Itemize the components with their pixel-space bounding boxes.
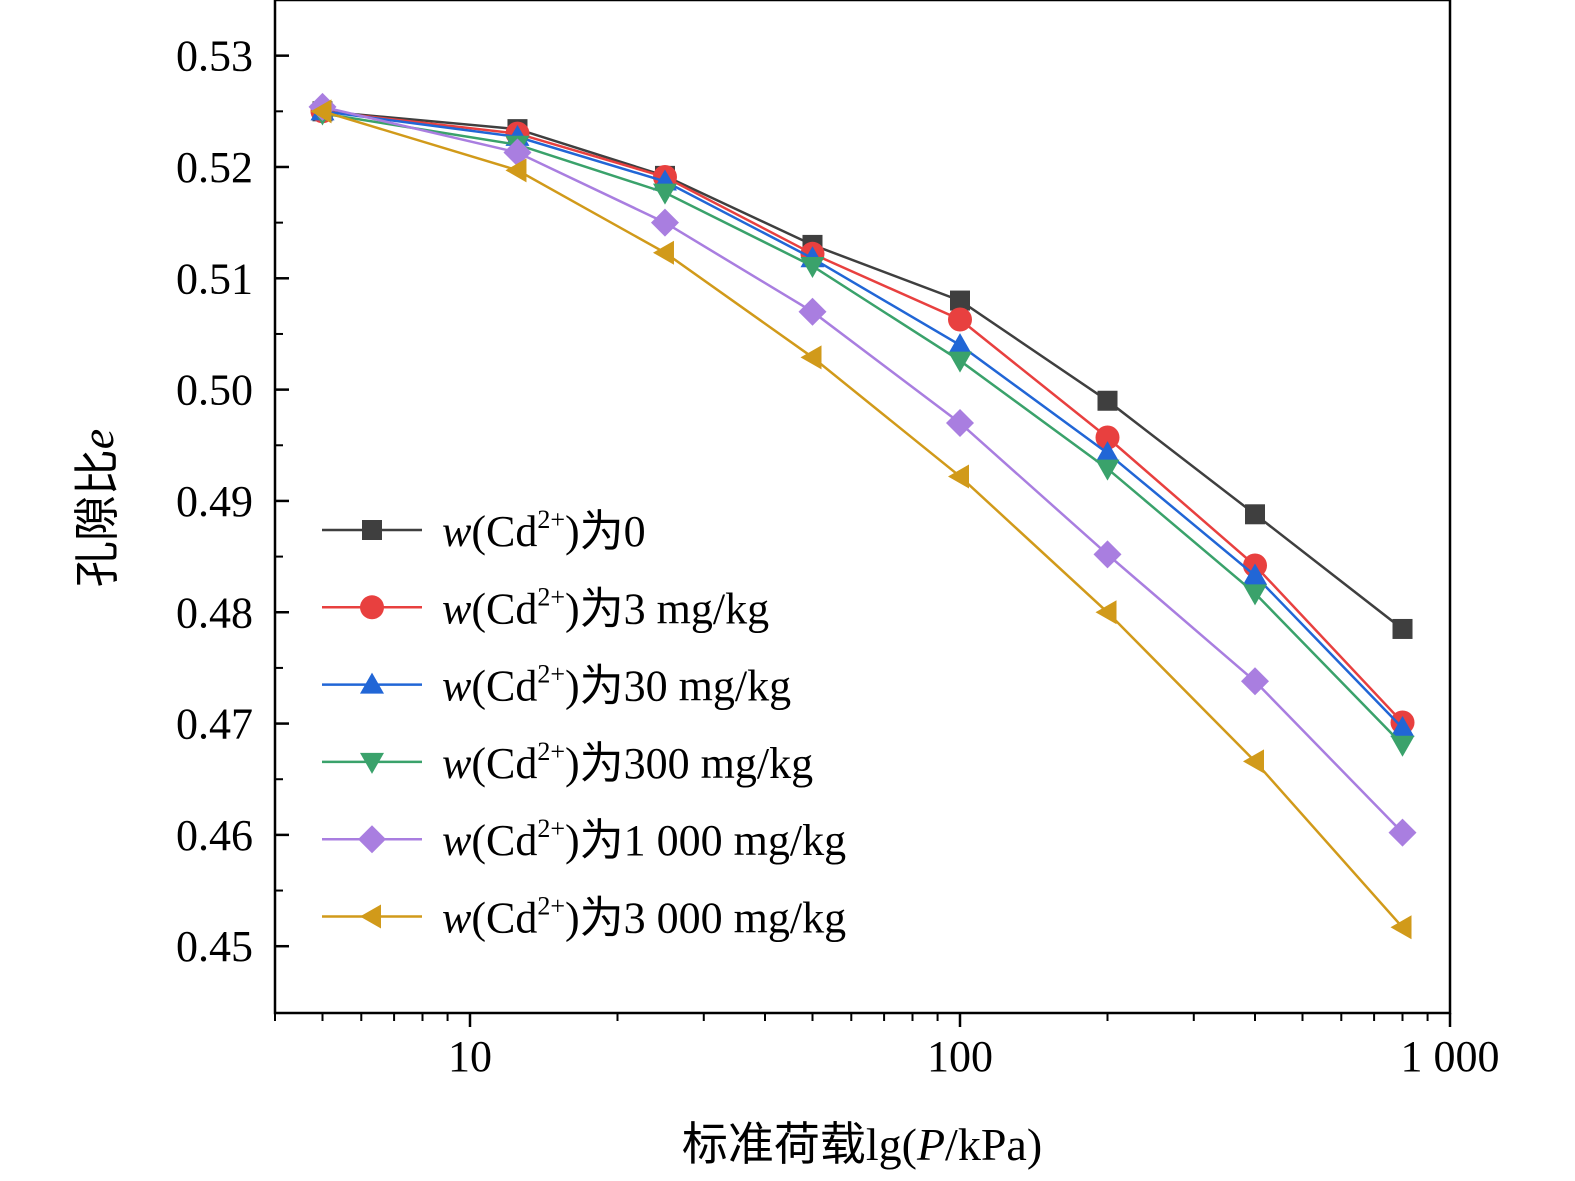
data-point (1095, 459, 1120, 481)
series-line (322, 110, 1404, 724)
legend-label: w(Cd2+)为0 (442, 505, 646, 556)
data-point (1390, 735, 1415, 757)
legend-label: w(Cd2+)为1 000 mg/kg (442, 814, 846, 865)
data-point (1095, 441, 1120, 463)
data-point (1243, 584, 1268, 606)
data-point (1243, 563, 1268, 585)
data-point (652, 240, 674, 265)
data-point (800, 345, 822, 370)
legend-item: w(Cd2+)为3 mg/kg (322, 582, 769, 633)
data-point (1388, 818, 1417, 847)
data-point (947, 351, 972, 373)
y-tick-label: 0.45 (176, 922, 253, 971)
legend-item: w(Cd2+)为300 mg/kg (322, 737, 813, 788)
legend: w(Cd2+)为0 w(Cd2+)为3 mg/kg w(Cd2+)为30 mg/kg… (322, 505, 846, 943)
data-point (1241, 667, 1270, 696)
x-tick-label: 1 000 (1401, 1032, 1500, 1081)
data-point (947, 333, 972, 355)
axis-ticks (274, 0, 1452, 1027)
legend-marker (360, 595, 384, 620)
series-2 (310, 99, 1415, 738)
y-tick-label: 0.53 (176, 32, 253, 81)
data-point (1095, 425, 1120, 450)
y-tick-label: 0.51 (176, 254, 253, 303)
legend-marker (362, 520, 382, 540)
data-point (947, 464, 969, 489)
legend-item: w(Cd2+)为3 000 mg/kg (322, 892, 846, 943)
legend-marker (358, 825, 386, 854)
data-point (1097, 390, 1118, 411)
legend-label: w(Cd2+)为300 mg/kg (442, 737, 813, 788)
data-point (798, 297, 827, 326)
legend-marker (360, 672, 384, 694)
tick-labels: 0.45 0.46 0.47 0.48 0.49 0.50 0.51 0.52 0.53 10 10… (176, 32, 1500, 1081)
legend-item: w(Cd2+)为1 000 mg/kg (322, 814, 846, 865)
data-point (1392, 618, 1413, 639)
legend-label: w(Cd2+)为3 000 mg/kg (442, 892, 846, 943)
legend-marker (360, 904, 381, 929)
data-point (1390, 716, 1415, 738)
legend-marker (360, 752, 384, 774)
y-axis-title: 孔隙比e (72, 429, 123, 587)
data-point (650, 208, 679, 237)
x-axis-title: 标准荷载lg(P/kPa) (682, 1119, 1042, 1170)
series-3 (310, 104, 1415, 757)
x-tick-label: 10 (448, 1032, 492, 1081)
data-point (1095, 600, 1117, 625)
plot-frame (273, 0, 1452, 1015)
data-point (310, 99, 332, 124)
legend-label: w(Cd2+)为30 mg/kg (442, 660, 791, 711)
x-tick-label: 100 (927, 1032, 993, 1081)
data-point (800, 257, 825, 279)
series-line (322, 110, 1404, 929)
data-point (652, 183, 677, 205)
legend-label: w(Cd2+)为3 mg/kg (442, 582, 769, 633)
data-point (1245, 504, 1266, 525)
y-tick-label: 0.49 (176, 477, 253, 526)
data-point (945, 409, 974, 438)
y-tick-label: 0.46 (176, 811, 253, 860)
legend-item: w(Cd2+)为0 (322, 505, 646, 556)
series-line (322, 110, 1404, 729)
data-point (1390, 915, 1412, 940)
series-4 (308, 92, 1417, 847)
series-1 (310, 99, 1415, 735)
data-point (505, 158, 527, 183)
series-layer (308, 92, 1417, 940)
series-line (322, 112, 1404, 746)
series-5 (310, 99, 1412, 940)
y-tick-label: 0.48 (176, 588, 253, 637)
legend-item: w(Cd2+)为30 mg/kg (322, 660, 791, 711)
data-point (949, 290, 970, 311)
data-point (1093, 540, 1122, 569)
data-point (947, 307, 972, 332)
y-tick-label: 0.50 (176, 366, 253, 415)
series-line (322, 110, 1404, 630)
data-point (1243, 749, 1265, 774)
series-line (322, 105, 1404, 834)
y-tick-label: 0.52 (176, 143, 253, 192)
y-tick-label: 0.47 (176, 700, 253, 749)
